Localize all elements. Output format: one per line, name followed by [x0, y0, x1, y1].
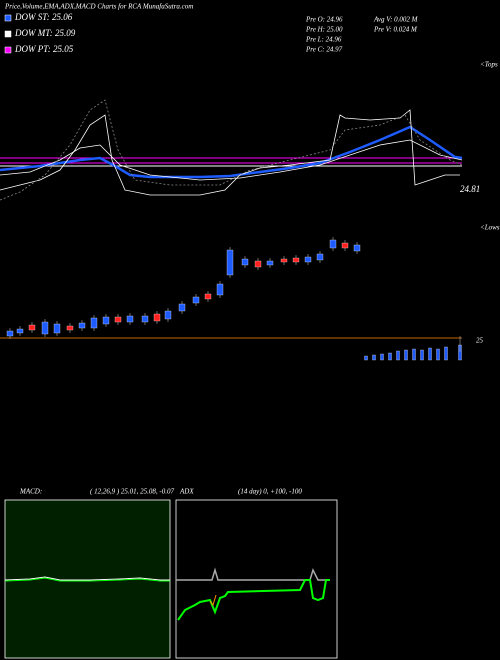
volume-bar	[404, 349, 408, 361]
price-lines	[0, 99, 463, 201]
candle	[266, 260, 274, 266]
candle	[341, 242, 349, 249]
candle	[192, 296, 200, 304]
candle	[254, 260, 262, 268]
volume-bar	[436, 348, 440, 361]
volume-bar	[412, 348, 416, 361]
candle	[53, 323, 61, 334]
volume-bar	[372, 354, 376, 361]
price-label: 24.81	[460, 184, 480, 194]
lows-label: <Lows	[480, 224, 500, 232]
candle	[226, 249, 234, 276]
candle	[153, 313, 161, 322]
candle	[316, 253, 324, 261]
macd-title: MACD:	[19, 488, 42, 496]
legend-swatch	[4, 14, 12, 22]
candle	[241, 258, 249, 266]
volume-bar	[420, 349, 424, 361]
quote-text: Pre V: 0.024 M	[373, 26, 418, 34]
candle	[280, 258, 288, 263]
quote-text: Avg V: 0.002 M	[373, 16, 419, 24]
volume-bar	[364, 355, 368, 361]
candle	[141, 315, 149, 323]
quote-text: Pre L: 24.96	[305, 36, 342, 44]
candle	[6, 330, 14, 337]
volume-label: 25	[476, 337, 484, 345]
candle	[90, 317, 98, 329]
candles	[6, 237, 361, 339]
volume-bar	[428, 347, 432, 361]
candle	[353, 244, 361, 252]
candle	[216, 283, 224, 296]
band-line	[0, 99, 463, 201]
quote-text: Pre H: 25.00	[305, 26, 343, 34]
volume-bar	[388, 352, 392, 361]
candle	[164, 310, 172, 320]
adx-line	[176, 567, 330, 581]
candle	[102, 316, 110, 325]
candle	[114, 316, 122, 323]
candle	[28, 324, 36, 331]
candle	[41, 321, 49, 335]
adx-params: (14 day) 0, +100, -100	[238, 488, 302, 496]
volume-bar	[396, 350, 400, 361]
macd-line	[4, 576, 170, 581]
legend-swatch	[4, 46, 12, 54]
volume-bar	[380, 353, 384, 361]
price-line	[0, 109, 460, 196]
tops-label: <Tops	[480, 61, 498, 69]
adx-panel	[175, 499, 338, 659]
candle	[16, 328, 24, 334]
ema-line	[0, 139, 463, 181]
adx-title: ADX	[179, 488, 194, 496]
di-line	[177, 579, 330, 621]
legend-label: DOW MT: 25.09	[14, 28, 76, 38]
candle	[66, 325, 74, 331]
di-minus-line	[209, 594, 217, 607]
candle	[292, 257, 300, 263]
candle	[78, 322, 86, 329]
quote-text: Pre C: 24.97	[305, 46, 343, 54]
candle	[329, 239, 337, 249]
ema-line	[0, 125, 463, 179]
candle	[178, 303, 186, 312]
signal-line	[4, 577, 170, 582]
quote-text: Pre O: 24.96	[305, 16, 343, 24]
volume-bars	[364, 336, 462, 361]
candle	[204, 293, 212, 300]
candle	[304, 256, 312, 263]
macd-params: ( 12,26,9 ) 25.01, 25.08, -0.07	[90, 488, 174, 496]
volume-bar	[444, 346, 448, 361]
page-title: Price,Volume,EMA,ADX,MACD Charts for RCA…	[4, 3, 193, 11]
legend-swatch	[4, 30, 12, 38]
legend-label: DOW ST: 25.06	[14, 12, 73, 22]
legend-label: DOW PT: 25.05	[14, 44, 74, 54]
candle	[126, 315, 134, 323]
